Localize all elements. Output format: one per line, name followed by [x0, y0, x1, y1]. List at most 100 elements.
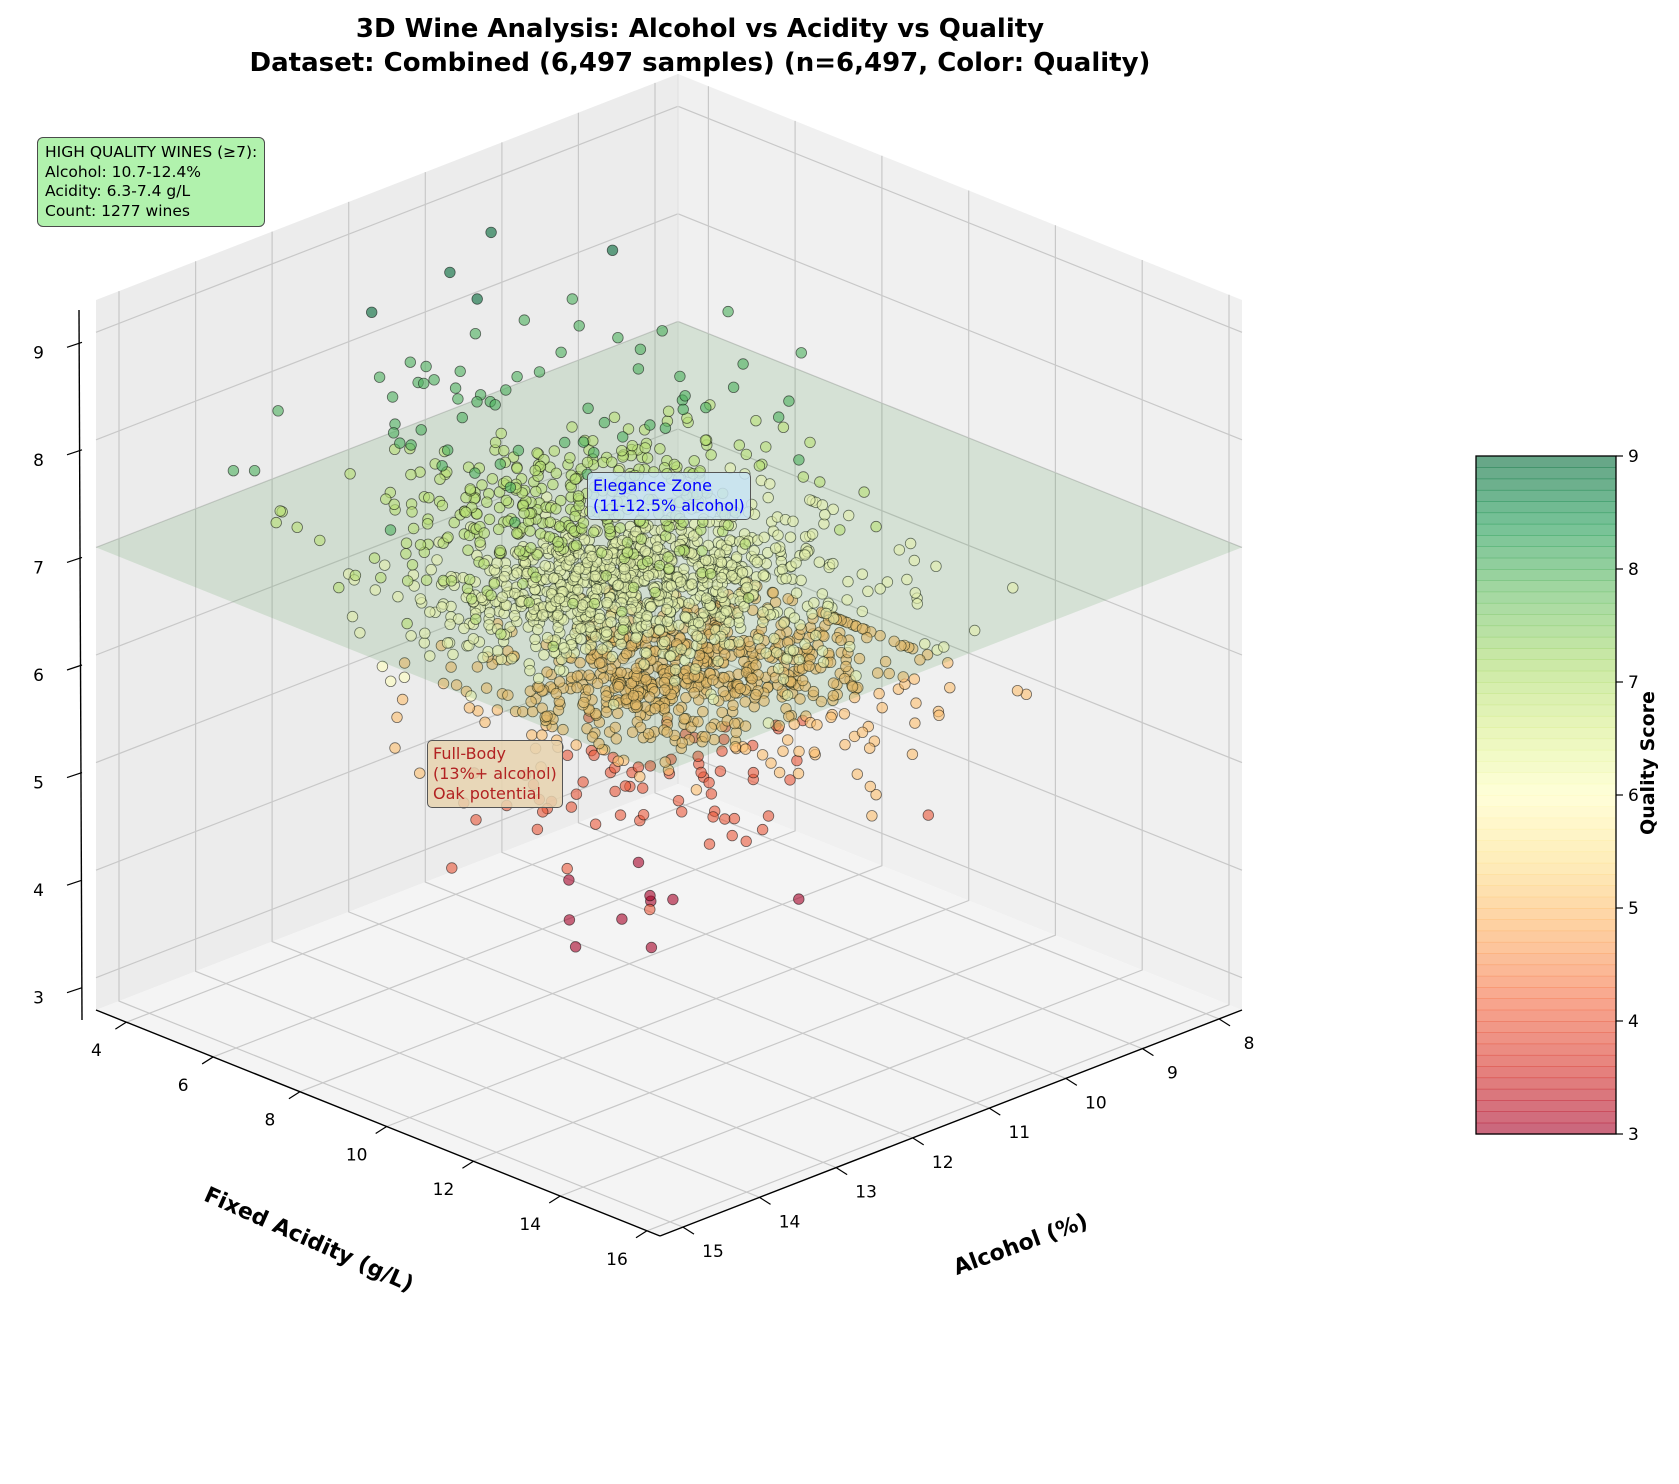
data-point — [731, 551, 743, 563]
grid-line — [654, 82, 1220, 1020]
data-point — [794, 693, 806, 705]
colorbar-tick-label: 9 — [1628, 447, 1639, 467]
data-point — [588, 749, 600, 762]
data-point — [680, 692, 692, 704]
data-point — [716, 745, 728, 757]
data-point — [488, 578, 501, 590]
data-point — [739, 720, 752, 732]
colorbar-segment — [1476, 783, 1616, 796]
data-point — [678, 713, 690, 725]
data-point — [577, 436, 590, 448]
data-point — [816, 588, 829, 600]
data-point — [930, 560, 942, 573]
data-point — [770, 542, 782, 554]
data-point — [406, 506, 418, 518]
data-point — [797, 674, 809, 687]
data-point — [588, 447, 600, 459]
colorbar-segment — [1476, 670, 1616, 683]
data-point — [512, 444, 525, 457]
grid-line — [118, 291, 684, 1228]
alcohol-axis-label: Alcohol (%) — [950, 1209, 1091, 1281]
data-point — [494, 458, 507, 470]
data-point — [564, 452, 576, 464]
quality-tick-mark — [66, 987, 83, 994]
colorbar-segment — [1476, 772, 1616, 785]
data-point — [872, 667, 884, 679]
data-point — [554, 664, 566, 676]
data-point — [726, 570, 738, 582]
data-point — [466, 593, 478, 605]
data-point — [557, 723, 569, 736]
data-point — [531, 447, 543, 459]
data-point — [572, 584, 584, 596]
data-point — [906, 748, 919, 761]
data-point — [649, 586, 661, 599]
reference-plane-layer — [96, 321, 1242, 774]
data-point — [911, 598, 924, 610]
data-point — [588, 597, 601, 610]
data-point — [384, 524, 397, 536]
data-point — [444, 618, 456, 631]
data-point — [570, 788, 583, 800]
data-point — [458, 622, 470, 635]
data-point — [420, 574, 433, 586]
data-point — [441, 637, 454, 649]
acidity-tick-mark — [375, 1125, 387, 1134]
data-point — [919, 638, 931, 650]
data-point — [669, 675, 681, 687]
data-point — [553, 592, 566, 605]
data-point — [783, 710, 795, 723]
colorbar-segment — [1476, 693, 1616, 706]
data-point — [616, 606, 628, 618]
quality-tick-mark — [66, 664, 83, 671]
info-line-alcohol: Alcohol: 10.7-12.4% — [45, 162, 202, 181]
data-point — [626, 726, 639, 738]
data-point — [414, 767, 426, 779]
quality-tick-label: 8 — [33, 451, 44, 471]
colorbar-segment — [1476, 1009, 1616, 1022]
data-point — [573, 320, 585, 332]
data-point — [614, 809, 627, 821]
data-point — [492, 645, 504, 657]
data-point — [904, 537, 917, 550]
data-point — [386, 391, 399, 403]
data-point — [772, 529, 784, 541]
data-point — [659, 635, 671, 648]
data-point — [446, 862, 458, 874]
data-point — [790, 557, 802, 569]
data-point — [729, 717, 741, 730]
data-point — [418, 377, 430, 390]
data-point — [697, 705, 709, 718]
data-point — [587, 526, 600, 539]
data-point — [596, 643, 608, 655]
data-point — [634, 771, 646, 783]
data-point — [782, 734, 794, 746]
data-point — [610, 733, 623, 745]
colorbar-segment — [1476, 874, 1616, 886]
data-point — [569, 941, 582, 953]
data-point — [543, 531, 556, 543]
data-point — [686, 578, 698, 590]
data-point — [485, 226, 497, 239]
floor-pane — [96, 784, 1242, 1236]
acidity-axis-label: Fixed Acidity (g/L) — [200, 1183, 417, 1298]
data-point — [486, 473, 499, 485]
data-point — [561, 862, 573, 875]
data-point — [583, 669, 595, 681]
data-point — [672, 704, 685, 716]
data-point — [632, 363, 645, 375]
data-point — [447, 648, 459, 661]
data-point — [840, 660, 852, 673]
data-point — [704, 568, 717, 580]
data-point — [674, 576, 687, 588]
data-point — [541, 631, 554, 644]
data-point — [793, 893, 805, 905]
data-point — [626, 440, 639, 452]
colorbar-segment — [1476, 851, 1616, 864]
colorbar-segment — [1476, 523, 1616, 536]
data-point — [434, 473, 446, 485]
data-point — [479, 716, 491, 729]
data-point — [781, 653, 793, 665]
data-point — [424, 650, 436, 662]
colorbar-segment — [1476, 467, 1616, 480]
